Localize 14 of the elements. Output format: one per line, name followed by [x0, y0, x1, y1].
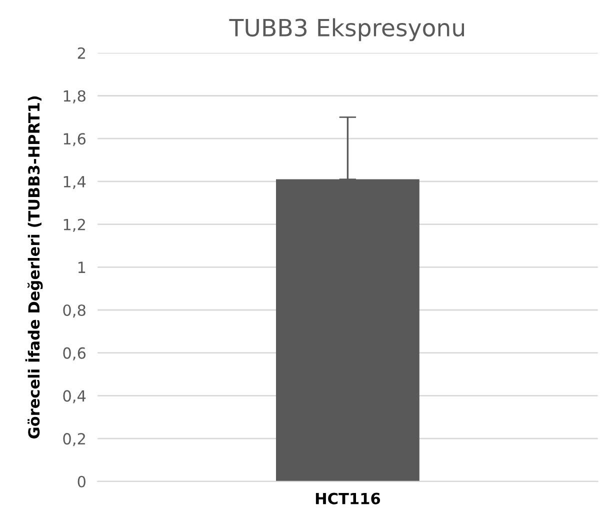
- y-tick-label: 0: [78, 476, 86, 488]
- y-tick-label: 0,2: [63, 433, 85, 446]
- x-tick-label: HCT116: [316, 492, 380, 504]
- y-tick-label: 1,2: [64, 218, 85, 232]
- y-tick-label: 0,4: [63, 390, 86, 404]
- y-tick-label: 0,6: [63, 347, 86, 360]
- chart-title: TUBB3 Ekspresyonu: [229, 18, 464, 42]
- y-tick-label: 0,8: [63, 304, 86, 318]
- y-tick-label: 1,6: [64, 133, 86, 146]
- y-tick-label: 1: [78, 262, 86, 273]
- y-tick-label: 1,4: [64, 176, 86, 190]
- y-tick-label: 2: [78, 47, 85, 59]
- y-axis-title: Göreceli İfade Değerleri (TUBB3-HPRT1): [25, 96, 43, 438]
- y-tick-label: 1,8: [64, 90, 86, 104]
